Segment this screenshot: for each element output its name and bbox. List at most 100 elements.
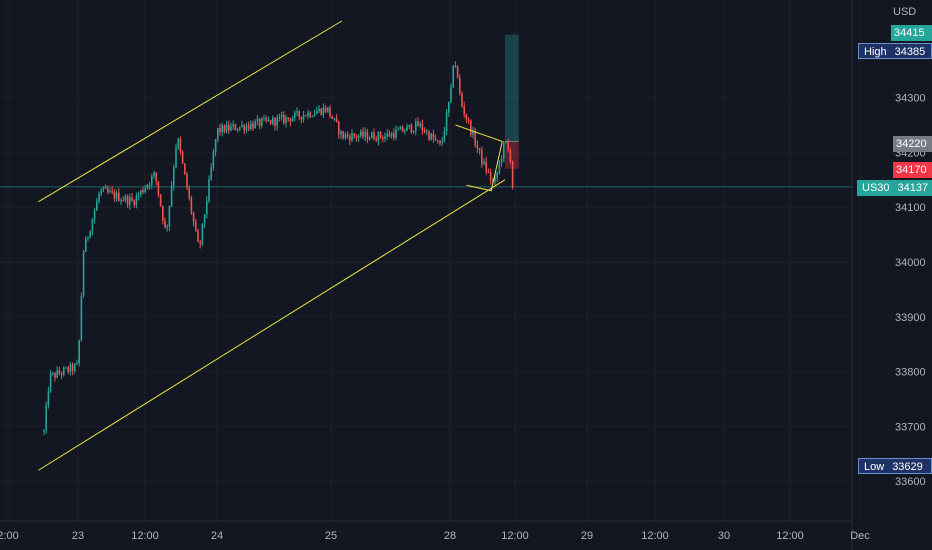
candle-body (333, 118, 336, 120)
candle-body (274, 117, 276, 126)
candle-body (113, 191, 116, 199)
candle-body (360, 131, 362, 137)
candle-body (78, 340, 80, 364)
candle-body (395, 129, 397, 138)
symbol-label: US30 (862, 182, 890, 194)
candle-body (245, 125, 248, 131)
stop-price-value: 34170 (896, 164, 927, 176)
candle-body (320, 108, 322, 115)
candle-body (390, 133, 393, 137)
candle-body (89, 231, 91, 238)
candle-body (478, 148, 481, 150)
candle-body (252, 123, 254, 129)
candle-body (373, 132, 375, 140)
x-tick-label: 12:00 (501, 530, 529, 542)
candle-body (459, 77, 461, 94)
candle-body (43, 430, 45, 432)
channel-lower-line (38, 179, 506, 471)
wedge-pattern (455, 124, 503, 192)
candle-body (155, 172, 157, 182)
candle-body (474, 131, 476, 146)
candle-body (417, 121, 419, 127)
candle-body (439, 140, 441, 144)
candle-body (223, 125, 226, 133)
candle-body (503, 142, 505, 159)
candle-body (159, 194, 162, 207)
candle-body (208, 179, 210, 201)
target-price-value: 34415 (894, 27, 925, 39)
candle-body (217, 127, 219, 140)
candle-body (364, 131, 366, 137)
candle-body (276, 117, 278, 126)
candle-body (212, 151, 215, 168)
candle-body (463, 106, 465, 115)
candle-body (177, 139, 179, 148)
candle-body (203, 214, 206, 224)
candle-body (483, 161, 485, 164)
candle-body (179, 139, 182, 152)
candle-body (489, 172, 492, 181)
target-price-badge: 34415 (891, 25, 932, 41)
candle-body (408, 124, 410, 127)
candle-body (104, 187, 107, 189)
candle-body (241, 125, 243, 127)
candle-body (309, 112, 311, 117)
y-tick-label: 34100 (895, 202, 926, 214)
candle-body (45, 405, 47, 431)
candle-body (82, 251, 85, 296)
candle-body (296, 111, 298, 113)
candle-body (362, 131, 364, 137)
candle-body (324, 107, 327, 112)
low-value: 33629 (892, 461, 923, 473)
candle-body (201, 223, 204, 244)
candle-body (195, 221, 197, 231)
candle-body (307, 112, 309, 117)
current-price-badge: US30 34137 (857, 180, 932, 196)
candle-body (481, 149, 483, 164)
candle-body (47, 391, 50, 406)
candle-body (511, 161, 514, 187)
candle-body (234, 124, 237, 131)
candle-body (322, 107, 325, 115)
candle-body (168, 205, 171, 227)
candle-body (65, 367, 67, 369)
candle-body (157, 181, 160, 195)
candle-body (164, 220, 166, 228)
candle-body (63, 367, 65, 375)
candle-body (76, 363, 78, 365)
candle-body (140, 190, 142, 195)
candle-body (52, 372, 54, 374)
candle-body (267, 119, 270, 121)
candle-body (388, 133, 391, 137)
candle-body (74, 364, 76, 371)
candle-body (445, 112, 448, 132)
candle-body (494, 177, 496, 182)
candle-body (454, 65, 457, 67)
candle-body (173, 167, 175, 186)
candle-body (327, 107, 329, 112)
x-tick-label: 30 (718, 530, 730, 542)
candle-body (509, 150, 512, 162)
candle-body (401, 126, 404, 132)
candle-body (397, 129, 399, 131)
candle-body (285, 117, 287, 123)
candle-body (335, 118, 338, 122)
candle-body (366, 131, 369, 140)
candle-body (384, 136, 386, 139)
candle-body (254, 121, 256, 129)
candle-body (437, 140, 439, 142)
candle-body (58, 370, 61, 374)
candle-body (210, 167, 212, 180)
candle-body (153, 172, 155, 177)
candle-body (225, 124, 228, 133)
candle-body (261, 118, 263, 127)
y-tick-label: 33700 (895, 421, 926, 433)
candle-body (206, 200, 208, 215)
candle-body (340, 131, 342, 135)
candle-body (421, 123, 424, 131)
candle-body (188, 188, 190, 198)
candle-body (232, 124, 234, 127)
candle-body (448, 101, 450, 113)
